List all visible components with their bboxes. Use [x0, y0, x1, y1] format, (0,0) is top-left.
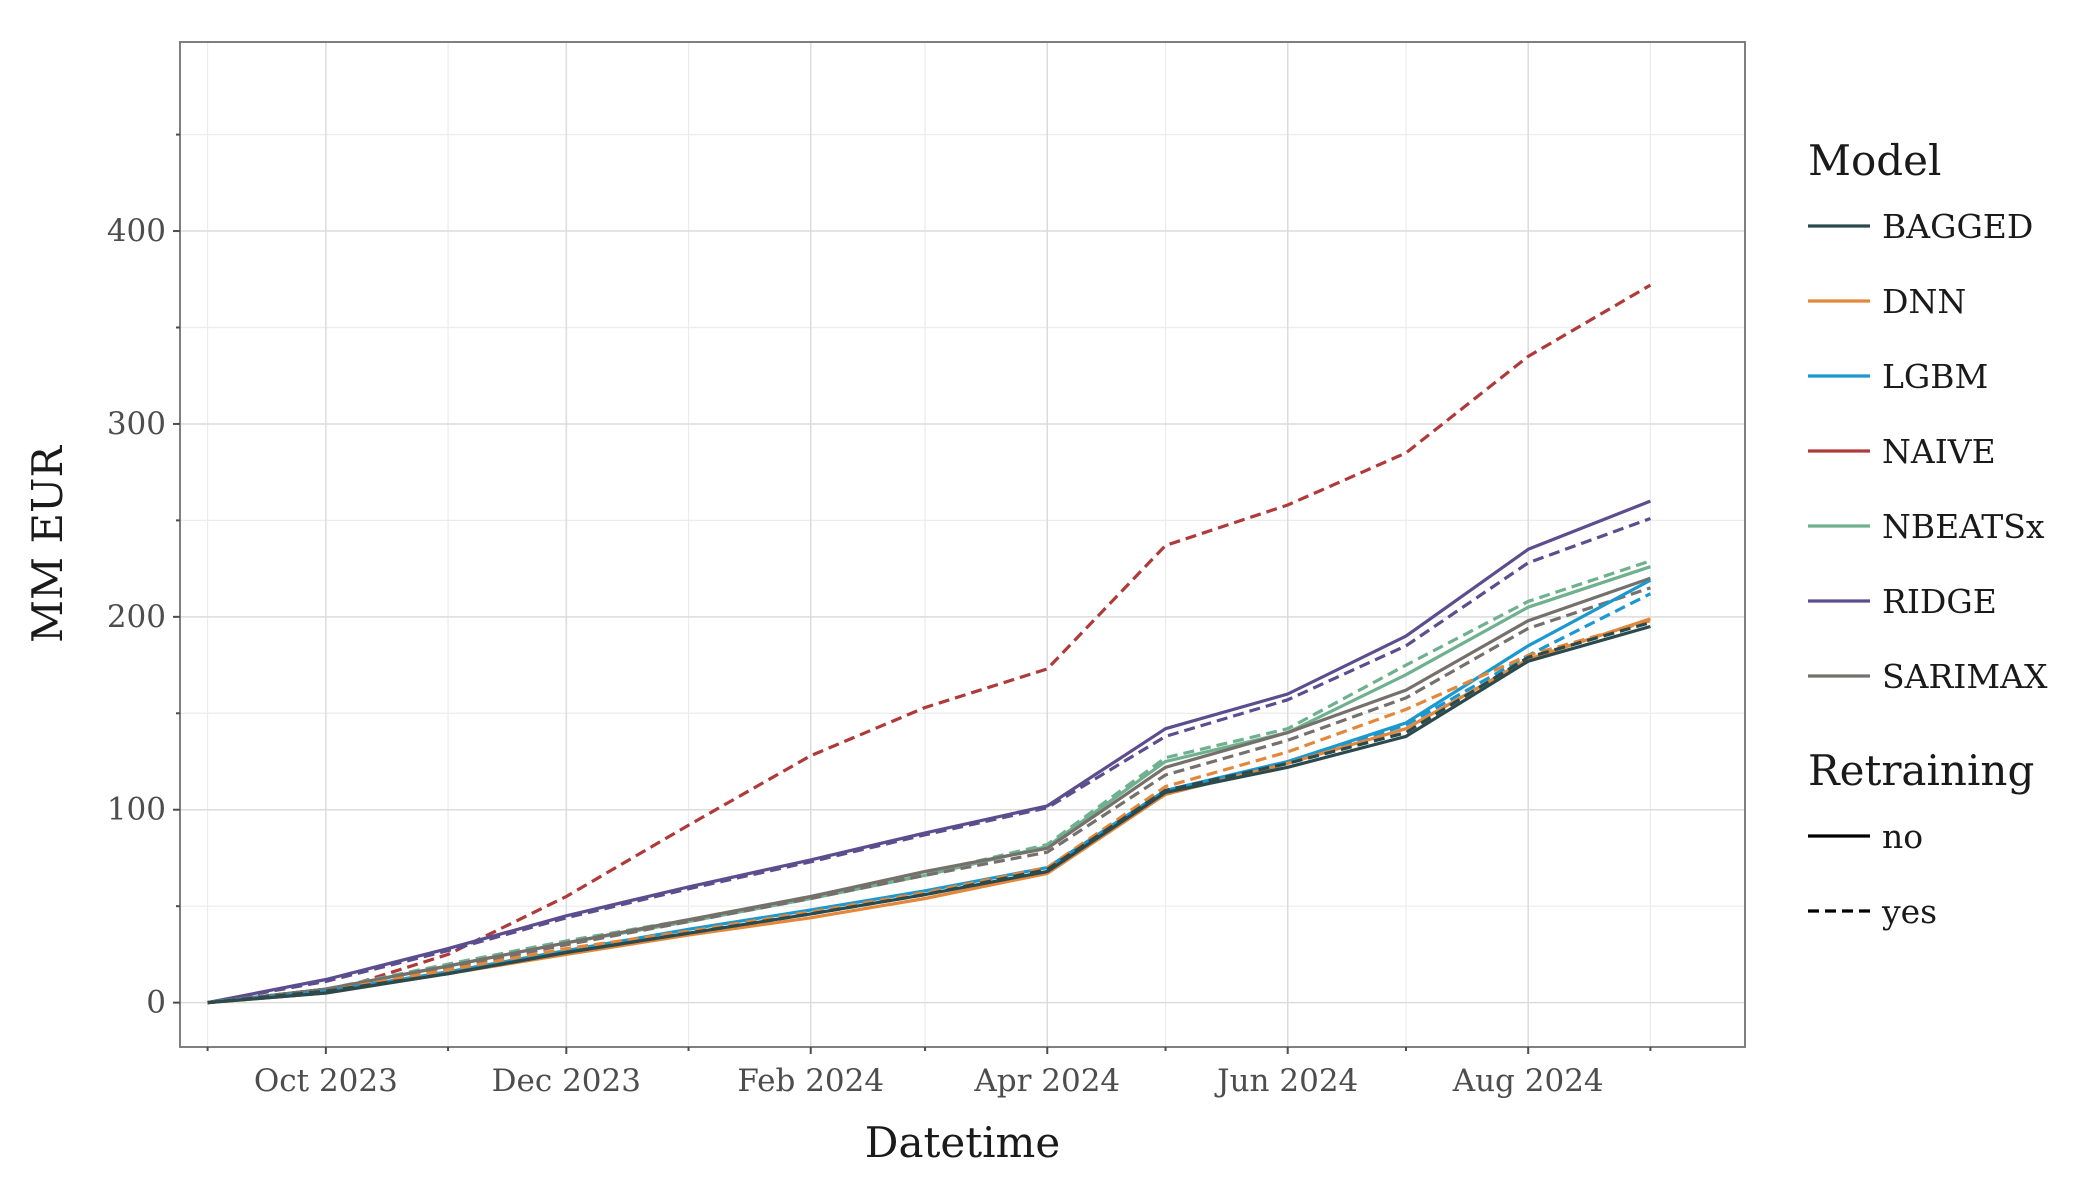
legend-label-nbeatsx: NBEATSx — [1882, 507, 2045, 546]
x-tick-label: Feb 2024 — [737, 1063, 884, 1099]
series-line-sarimax-retraining-no — [207, 576, 1651, 1005]
axis-ticks — [173, 133, 1652, 1054]
legend-label-yes: yes — [1881, 892, 1937, 931]
legend-label-bagged: BAGGED — [1882, 207, 2033, 246]
axis-tick-labels: 0 100 200 300 400 Oct 2023 Dec 2023 Feb 2024 Apr… — [107, 213, 1604, 1099]
legend-model-entries: BAGGED DNN LGBM NAIVE NBEATSx RIDGE SARIMAX — [1808, 207, 2048, 696]
x-tick-label: Dec 2023 — [492, 1063, 641, 1099]
legend-title-model: Model — [1808, 136, 1941, 185]
series-line-ridge-retraining-yes — [207, 516, 1651, 1005]
x-tick-label: Apr 2024 — [973, 1063, 1120, 1099]
series-line-dnn-retraining-yes — [207, 619, 1651, 1005]
legend-label-no: no — [1882, 817, 1923, 856]
series-line-nbeatsx-retraining-yes — [207, 559, 1651, 1005]
legend-label-sarimax: SARIMAX — [1882, 657, 2048, 696]
legend: Model BAGGED DNN LGBM NAIVE NBEATSx RIDGE SARI… — [1808, 136, 2048, 931]
legend-label-ridge: RIDGE — [1882, 582, 1997, 621]
grid — [180, 42, 1745, 1047]
x-tick-label: Jun 2024 — [1214, 1063, 1358, 1099]
legend-retraining-entries: no yes — [1808, 817, 1937, 931]
plot-panel-border — [179, 41, 1746, 1048]
series-line-bagged-retraining-yes — [207, 621, 1651, 1005]
y-tick-label: 100 — [107, 792, 166, 828]
legend-label-naive: NAIVE — [1882, 432, 1996, 471]
series-line-sarimax-retraining-yes — [207, 586, 1651, 1005]
legend-title-retraining: Retraining — [1808, 746, 2034, 795]
y-tick-label: 400 — [107, 213, 166, 249]
y-tick-label: 200 — [107, 599, 166, 635]
legend-label-lgbm: LGBM — [1882, 357, 1988, 396]
x-tick-label: Aug 2024 — [1452, 1063, 1604, 1099]
series-lines — [207, 283, 1652, 1005]
legend-label-dnn: DNN — [1882, 282, 1966, 321]
y-tick-label: 0 — [146, 985, 166, 1021]
y-axis-title: MM EUR — [23, 445, 72, 643]
x-axis-title: Datetime — [865, 1118, 1060, 1167]
y-tick-label: 300 — [107, 406, 166, 442]
series-line-ridge-retraining-no — [207, 499, 1651, 1005]
series-line-lgbm-retraining-yes — [207, 592, 1652, 1005]
series-line-naive-retraining-yes — [207, 283, 1652, 1005]
x-tick-label: Oct 2023 — [254, 1063, 398, 1099]
